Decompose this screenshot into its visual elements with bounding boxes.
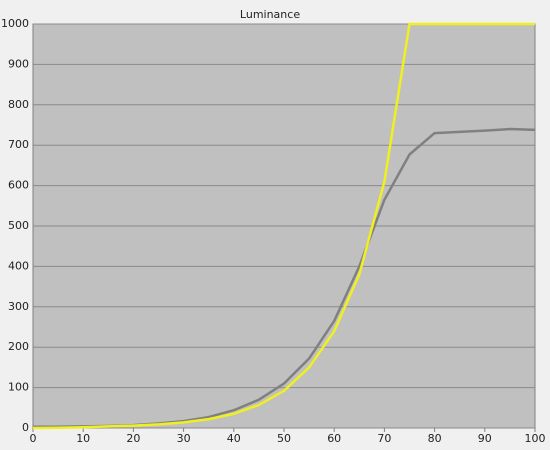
x-tick-label: 100	[525, 432, 546, 445]
x-tick-label: 50	[277, 432, 291, 445]
y-tick-label: 100	[8, 381, 29, 394]
x-tick-label: 20	[126, 432, 140, 445]
x-tick-label: 60	[327, 432, 341, 445]
y-tick-label: 300	[8, 300, 29, 313]
y-tick-label: 800	[8, 98, 29, 111]
y-tick-label: 500	[8, 219, 29, 232]
y-tick-label: 0	[22, 421, 29, 434]
x-tick-label: 10	[76, 432, 90, 445]
x-tick-label: 30	[177, 432, 191, 445]
y-tick-label: 600	[8, 179, 29, 192]
x-tick-label: 0	[30, 432, 37, 445]
series-line	[32, 22, 535, 430]
x-tick-label: 80	[428, 432, 442, 445]
y-tick-label: 200	[8, 340, 29, 353]
y-tick-label: 1000	[1, 17, 29, 30]
chart-title: Luminance	[240, 8, 300, 21]
y-tick-label: 900	[8, 57, 29, 70]
x-tick-label: 90	[478, 432, 492, 445]
x-tick-label: 40	[227, 432, 241, 445]
y-tick-label: 400	[8, 259, 29, 272]
y-tick-label: 700	[8, 138, 29, 151]
x-tick-label: 70	[377, 432, 391, 445]
